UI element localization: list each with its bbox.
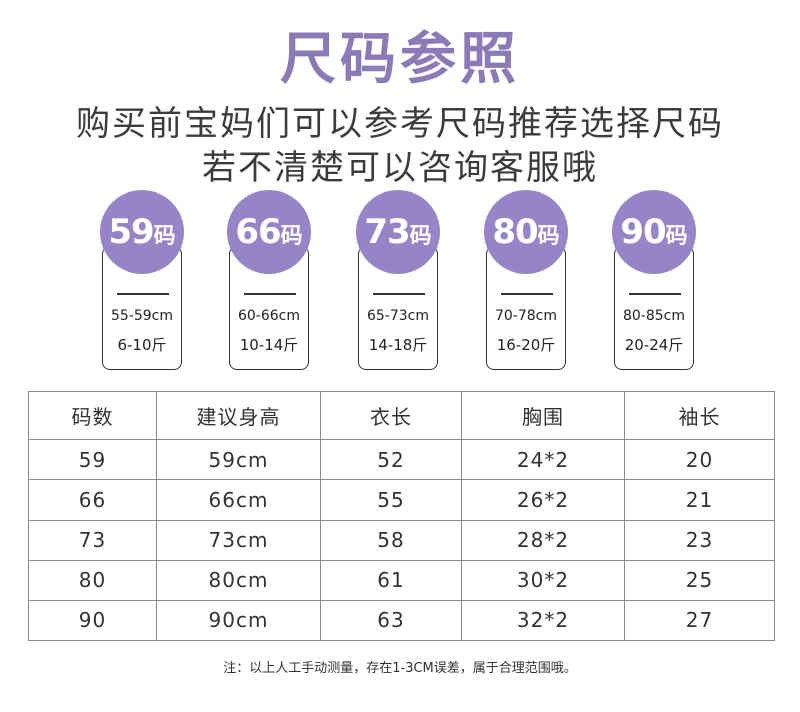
- size-cards: 59码 55-59cm 6-10斤 66码 60-66cm 10-14斤 73码…: [0, 190, 800, 370]
- height-range: 60-66cm: [237, 308, 300, 324]
- size-card-80: 80码 70-78cm 16-20斤: [480, 190, 572, 370]
- size-number: 66: [235, 212, 281, 252]
- cell-height: 73cm: [156, 519, 321, 561]
- header-sleeve: 袖长: [624, 390, 775, 441]
- table-row: 73 73cm 58 28*2 23: [28, 519, 775, 561]
- cell-chest: 26*2: [461, 479, 625, 521]
- cell-sleeve: 20: [624, 439, 775, 481]
- header-length: 衣长: [320, 390, 462, 441]
- size-number: 90: [620, 212, 666, 252]
- height-range: 65-73cm: [366, 308, 429, 324]
- weight-range: 14-18斤: [368, 336, 428, 354]
- size-card-59: 59码 55-59cm 6-10斤: [96, 190, 188, 370]
- cell-chest: 24*2: [461, 439, 625, 481]
- cell-length: 52: [320, 439, 462, 481]
- divider: [244, 293, 296, 295]
- size-badge: 90码: [612, 190, 696, 274]
- size-card-66: 66码 60-66cm 10-14斤: [223, 190, 315, 370]
- size-number: 59: [108, 212, 154, 252]
- cell-height: 66cm: [156, 479, 321, 521]
- cell-length: 63: [320, 599, 462, 642]
- cell-size: 90: [28, 599, 157, 642]
- weight-range: 6-10斤: [117, 336, 167, 354]
- page-title: 尺码参照: [280, 27, 520, 92]
- height-range: 80-85cm: [622, 308, 685, 324]
- size-badge: 59码: [100, 190, 184, 274]
- size-number: 80: [492, 212, 538, 252]
- cell-length: 55: [320, 479, 462, 521]
- height-range: 55-59cm: [110, 308, 173, 324]
- height-range: 70-78cm: [494, 308, 557, 324]
- divider: [117, 293, 169, 295]
- size-table: 码数 建议身高 衣长 胸围 袖长 59 59cm 52 24*2 20 66 6…: [28, 390, 775, 642]
- cell-length: 58: [320, 519, 462, 561]
- size-unit: 码: [153, 224, 176, 249]
- size-unit: 码: [665, 224, 688, 249]
- header-chest: 胸围: [461, 390, 625, 441]
- cell-chest: 28*2: [461, 519, 625, 561]
- measurement-note: 注：以上人工手动测量，存在1-3CM误差，属于合理范围哦。: [223, 661, 577, 676]
- cell-sleeve: 23: [624, 519, 775, 561]
- cell-size: 73: [28, 519, 157, 561]
- size-card-frame: [486, 246, 566, 370]
- size-badge: 66码: [227, 190, 311, 274]
- divider: [373, 293, 425, 295]
- size-unit: 码: [537, 224, 560, 249]
- weight-range: 20-24斤: [624, 336, 684, 354]
- size-card-90: 90码 80-85cm 20-24斤: [608, 190, 700, 370]
- cell-chest: 30*2: [461, 559, 625, 601]
- table-row: 66 66cm 55 26*2 21: [28, 479, 775, 521]
- cell-height: 90cm: [156, 599, 321, 642]
- weight-range: 16-20斤: [496, 336, 556, 354]
- cell-height: 59cm: [156, 439, 321, 481]
- cell-size: 80: [28, 559, 157, 601]
- divider: [629, 293, 681, 295]
- cell-height: 80cm: [156, 559, 321, 601]
- table-header-row: 码数 建议身高 衣长 胸围 袖长: [28, 390, 775, 441]
- table-row: 59 59cm 52 24*2 20: [28, 439, 775, 481]
- cell-sleeve: 25: [624, 559, 775, 601]
- size-unit: 码: [409, 224, 432, 249]
- size-card-73: 73码 65-73cm 14-18斤: [352, 190, 444, 370]
- cell-chest: 32*2: [461, 599, 625, 642]
- divider: [501, 293, 553, 295]
- cell-size: 66: [28, 479, 157, 521]
- cell-sleeve: 27: [624, 599, 775, 642]
- table-row: 90 90cm 63 32*2 27: [28, 599, 775, 642]
- subtitle-line-2: 若不清楚可以咨询客服哦: [202, 148, 598, 188]
- table-row: 80 80cm 61 30*2 25: [28, 559, 775, 601]
- size-badge: 80码: [484, 190, 568, 274]
- subtitle-line-1: 购买前宝妈们可以参考尺码推荐选择尺码: [76, 104, 724, 144]
- size-unit: 码: [280, 224, 303, 249]
- size-number: 73: [364, 212, 410, 252]
- cell-sleeve: 21: [624, 479, 775, 521]
- weight-range: 10-14斤: [239, 336, 299, 354]
- header-height: 建议身高: [156, 390, 321, 441]
- cell-length: 61: [320, 559, 462, 601]
- header-size: 码数: [28, 390, 157, 441]
- size-badge: 73码: [356, 190, 440, 274]
- cell-size: 59: [28, 439, 157, 481]
